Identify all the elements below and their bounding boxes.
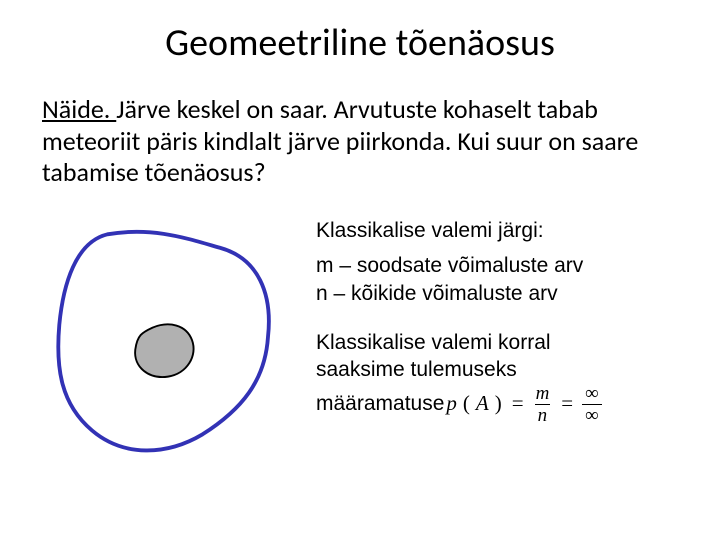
- frac-inf-num: ∞: [582, 384, 602, 404]
- explanation-column: Klassikalise valemi järgi: m – soodsate …: [292, 217, 690, 424]
- equals-2: =: [557, 390, 577, 417]
- example-lead: Näide.: [42, 93, 116, 125]
- open-paren: (: [459, 390, 474, 417]
- content-row: Klassikalise valemi järgi: m – soodsate …: [0, 217, 720, 472]
- p-symbol: p: [446, 390, 457, 417]
- lake-island-diagram: [42, 217, 292, 472]
- formula-line2: saaksime tulemuseks: [316, 356, 690, 383]
- slide-title: Geomeetriline tõenäosus: [0, 0, 720, 94]
- frac-mn-den: n: [535, 404, 551, 425]
- fraction-inf: ∞ ∞: [582, 384, 602, 425]
- island-shape: [135, 325, 193, 378]
- example-rest: Järve keskel on saar. Arvutuste kohaselt…: [42, 93, 638, 188]
- formula-line3: määramatuse p(A) = m n = ∞ ∞: [316, 384, 690, 425]
- frac-inf-den: ∞: [582, 404, 602, 425]
- fraction-mn: m n: [533, 384, 553, 425]
- example-paragraph: Näide. Järve keskel on saar. Arvutuste k…: [0, 94, 720, 189]
- classical-heading: Klassikalise valemi järgi:: [316, 217, 690, 244]
- definitions: m – soodsate võimaluste arv n – kõikide …: [316, 252, 690, 307]
- formula-lead-text: määramatuse: [316, 390, 444, 417]
- m-definition: m – soodsate võimaluste arv: [316, 252, 690, 279]
- frac-mn-num: m: [533, 384, 553, 404]
- n-definition: n – kõikide võimaluste arv: [316, 280, 690, 307]
- equals-1: =: [508, 390, 528, 417]
- close-paren: ): [491, 390, 506, 417]
- formula-line1: Klassikalise valemi korral: [316, 329, 690, 356]
- formula-block: Klassikalise valemi korral saaksime tule…: [316, 329, 690, 425]
- A-symbol: A: [476, 390, 489, 417]
